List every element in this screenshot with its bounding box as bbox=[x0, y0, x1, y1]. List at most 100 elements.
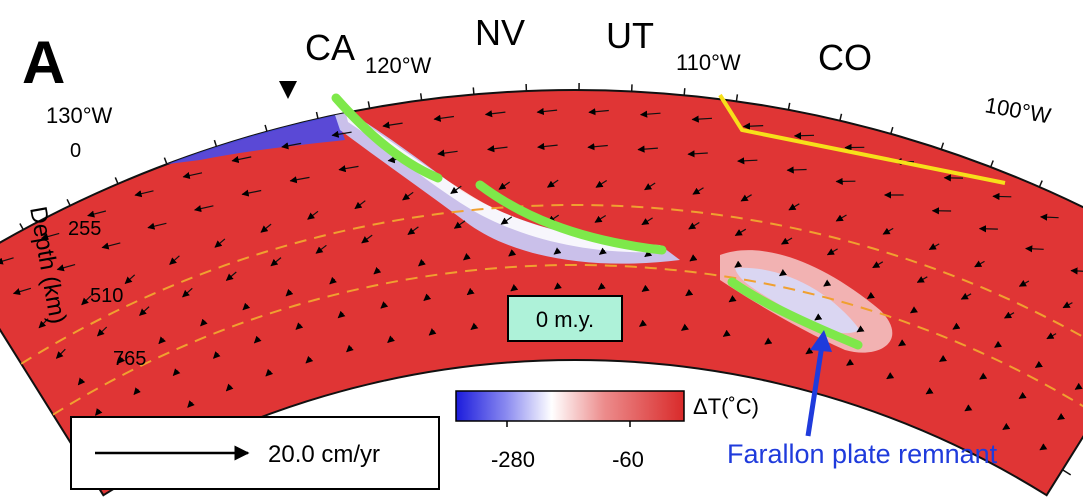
velocity-arrow-icon bbox=[846, 358, 855, 366]
velocity-arrow-icon bbox=[992, 192, 1012, 201]
velocity-arrow-icon bbox=[373, 266, 382, 275]
velocity-arrow-icon bbox=[587, 143, 608, 151]
longitude-label-130w: 130°W bbox=[46, 103, 113, 128]
velocity-arrow-icon bbox=[823, 279, 832, 287]
rim-tick bbox=[66, 198, 71, 206]
velocity-arrow-icon bbox=[553, 247, 562, 255]
velocity-arrow-icon bbox=[779, 269, 787, 277]
velocity-arrow-icon bbox=[910, 306, 918, 314]
velocity-arrow-icon bbox=[231, 155, 252, 164]
velocity-arrow-icon bbox=[387, 335, 395, 343]
colorbar-tick-minus60: -60 bbox=[612, 447, 644, 472]
velocity-arrow-icon bbox=[295, 322, 304, 330]
annotation-label: Farallon plate remnant bbox=[727, 439, 998, 469]
velocity-arrow-icon bbox=[1039, 443, 1048, 451]
velocity-arrow-icon bbox=[12, 287, 32, 296]
velocity-arrow-icon bbox=[952, 322, 961, 330]
colorbar: ΔT(˚C) -280 -60 bbox=[455, 390, 759, 472]
velocity-arrow-icon bbox=[780, 237, 793, 245]
longitude-label-110w: 110°W bbox=[676, 50, 741, 75]
velocity-arrow-icon bbox=[835, 214, 847, 222]
velocity-arrow-icon bbox=[265, 368, 274, 377]
rim-tick bbox=[990, 160, 994, 168]
velocity-arrow-icon bbox=[764, 337, 773, 345]
rim-tick bbox=[213, 139, 218, 148]
velocity-arrow-icon bbox=[805, 347, 814, 355]
velocity-arrow-icon bbox=[740, 194, 752, 202]
velocity-arrow-icon bbox=[172, 368, 181, 377]
velocity-arrow-icon bbox=[788, 203, 800, 211]
velocity-arrow-icon bbox=[463, 253, 471, 261]
velocity-arrow-icon bbox=[595, 179, 608, 188]
velocity-arrow-icon bbox=[1046, 332, 1057, 340]
velocity-arrow-icon bbox=[470, 322, 479, 330]
velocity-scale-label: 20.0 cm/yr bbox=[268, 441, 380, 468]
velocity-arrow-icon bbox=[644, 182, 656, 191]
velocity-arrow-icon bbox=[866, 291, 875, 299]
velocity-arrow-icon bbox=[139, 306, 150, 316]
annotation-arrowhead-icon bbox=[810, 330, 832, 352]
velocity-arrow-icon bbox=[214, 238, 226, 248]
velocity-arrow-icon bbox=[597, 282, 606, 290]
velocity-arrow-icon bbox=[938, 354, 947, 363]
velocity-arrow-icon bbox=[994, 340, 1003, 348]
time-label: 0 m.y. bbox=[536, 307, 594, 332]
velocity-arrow-icon bbox=[537, 142, 558, 151]
velocity-arrow-icon bbox=[193, 205, 214, 213]
velocity-arrow-icon bbox=[1018, 279, 1030, 287]
velocity-arrow-icon bbox=[1018, 391, 1027, 400]
velocity-arrow-icon bbox=[134, 190, 154, 198]
velocity-arrow-icon bbox=[225, 271, 237, 281]
rim-tick bbox=[1038, 180, 1043, 188]
slab-line-remnant bbox=[727, 277, 863, 350]
velocity-arrow-icon bbox=[856, 325, 865, 333]
velocity-arrow-icon bbox=[886, 372, 895, 380]
depth-tick-0: 0 bbox=[70, 140, 81, 162]
velocity-arrow-icon bbox=[964, 404, 973, 412]
velocity-arrow-icon bbox=[734, 260, 743, 268]
velocity-arrow-icon bbox=[87, 210, 107, 218]
velocity-arrow-icon bbox=[639, 110, 661, 118]
velocity-arrow-icon bbox=[689, 254, 698, 262]
depth-tick-765: 765 bbox=[113, 348, 146, 370]
velocity-arrow-icon bbox=[979, 372, 988, 380]
farallon-annotation: Farallon plate remnant bbox=[727, 330, 998, 469]
rim-tick bbox=[839, 113, 843, 121]
velocity-field bbox=[0, 107, 1083, 451]
state-label-ut: UT bbox=[606, 15, 654, 56]
velocity-arrow-icon bbox=[536, 107, 558, 116]
velocity-arrow-icon bbox=[722, 329, 731, 337]
velocity-arrow-icon bbox=[974, 260, 985, 268]
velocity-arrow-icon bbox=[260, 223, 272, 233]
velocity-arrow-icon bbox=[1074, 382, 1083, 390]
velocity-arrow-icon bbox=[382, 121, 403, 129]
velocity-arrow-icon bbox=[508, 249, 517, 257]
slab-line-upper bbox=[331, 93, 443, 183]
velocity-arrow-icon bbox=[487, 145, 508, 153]
velocity-arrow-icon bbox=[101, 242, 121, 250]
velocity-arrow-icon bbox=[588, 108, 609, 116]
velocity-arrow-icon bbox=[380, 301, 389, 309]
velocity-arrow-icon bbox=[158, 336, 166, 345]
velocity-arrow-icon bbox=[329, 276, 338, 285]
velocity-arrow-icon bbox=[641, 217, 653, 226]
velocity-arrow-icon bbox=[77, 377, 86, 386]
velocity-arrow-icon bbox=[38, 318, 49, 329]
slab-line-middle bbox=[475, 180, 667, 255]
velocity-arrow-icon bbox=[882, 227, 894, 235]
velocity-arrow-icon bbox=[0, 257, 14, 265]
velocity-arrow-icon bbox=[1062, 301, 1073, 309]
annotation-arrow-icon bbox=[805, 344, 825, 437]
velocity-arrow-icon bbox=[81, 295, 92, 306]
velocity-arrow-icon bbox=[978, 225, 998, 233]
velocity-arrow-icon bbox=[281, 142, 302, 150]
velocity-arrow-icon bbox=[692, 187, 704, 195]
velocity-arrow-icon bbox=[1025, 245, 1044, 253]
velocity-arrow-icon bbox=[225, 383, 234, 392]
phase-boundary-660 bbox=[52, 264, 1083, 416]
rim-tick bbox=[419, 93, 423, 101]
velocity-arrow-icon bbox=[289, 176, 310, 184]
velocity-scale-box: 20.0 cm/yr bbox=[70, 416, 440, 490]
velocity-arrow-icon bbox=[182, 171, 203, 180]
velocity-arrow-icon bbox=[644, 249, 653, 258]
